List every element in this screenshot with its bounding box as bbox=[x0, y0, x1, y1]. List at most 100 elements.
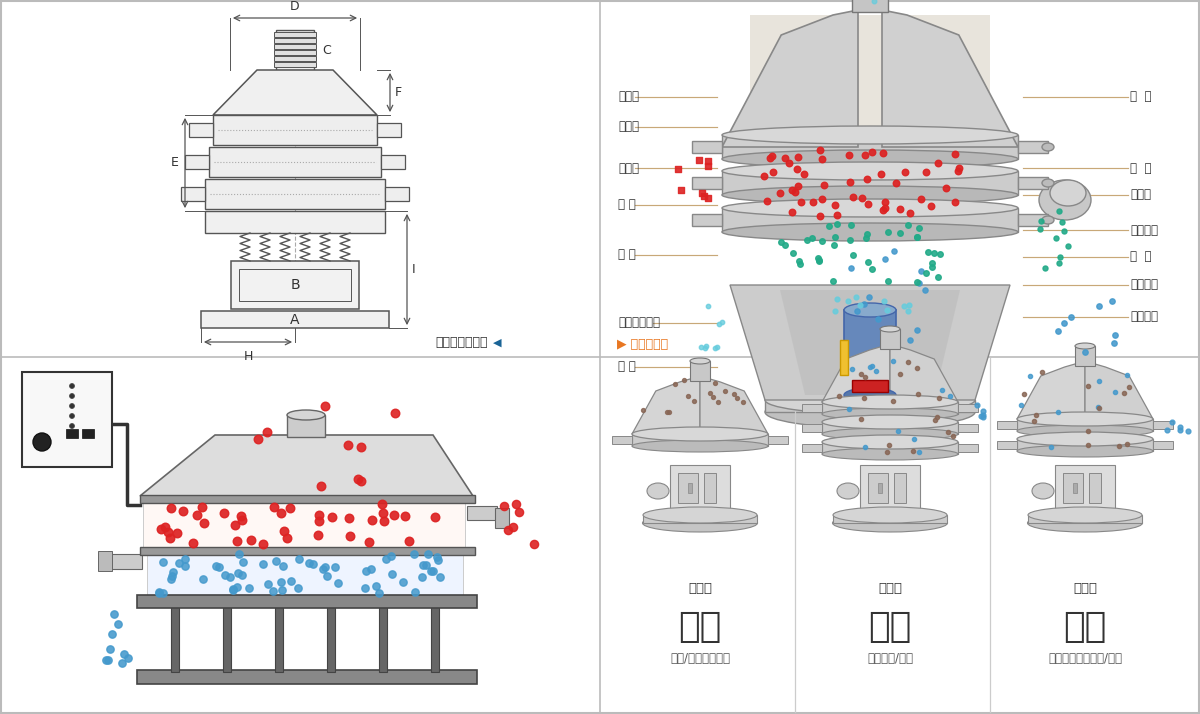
Point bbox=[907, 231, 926, 243]
Point bbox=[104, 608, 124, 620]
Point bbox=[241, 534, 260, 545]
Bar bbox=[692, 214, 722, 226]
Point bbox=[865, 0, 884, 7]
Bar bbox=[844, 310, 896, 395]
Point bbox=[689, 154, 708, 166]
Ellipse shape bbox=[647, 483, 670, 499]
Bar bbox=[802, 424, 822, 432]
Ellipse shape bbox=[844, 303, 896, 317]
Point bbox=[325, 561, 344, 573]
Bar bbox=[143, 500, 466, 548]
Ellipse shape bbox=[822, 428, 958, 440]
Point bbox=[396, 511, 415, 522]
Bar bbox=[239, 269, 352, 301]
Point bbox=[878, 276, 898, 287]
Bar bbox=[98, 551, 112, 571]
Point bbox=[340, 531, 359, 542]
Point bbox=[910, 277, 929, 288]
Text: 上部重锤: 上部重锤 bbox=[1130, 223, 1158, 236]
Point bbox=[308, 529, 328, 540]
Point bbox=[406, 586, 425, 598]
Point bbox=[184, 538, 203, 549]
Point bbox=[193, 501, 212, 513]
Point bbox=[271, 507, 290, 518]
Bar bbox=[431, 605, 439, 672]
Point bbox=[193, 573, 212, 585]
Point bbox=[175, 560, 194, 572]
Point bbox=[890, 368, 910, 380]
Point bbox=[733, 397, 752, 408]
Point bbox=[1026, 409, 1045, 421]
Text: F: F bbox=[395, 86, 402, 99]
Point bbox=[779, 158, 798, 169]
Point bbox=[925, 247, 944, 258]
Point bbox=[701, 388, 720, 399]
Point bbox=[232, 569, 251, 580]
Bar bbox=[688, 483, 692, 493]
Bar bbox=[274, 62, 316, 67]
Point bbox=[890, 228, 910, 239]
Bar bbox=[894, 473, 906, 503]
Point bbox=[941, 391, 960, 402]
Circle shape bbox=[70, 413, 74, 418]
Point bbox=[851, 368, 870, 380]
Point bbox=[857, 173, 876, 184]
Polygon shape bbox=[730, 285, 1010, 400]
Point bbox=[854, 392, 874, 403]
Point bbox=[1015, 388, 1034, 400]
Point bbox=[102, 628, 121, 640]
Point bbox=[1055, 317, 1074, 328]
Polygon shape bbox=[722, 10, 858, 147]
Ellipse shape bbox=[833, 514, 948, 532]
Point bbox=[791, 196, 810, 207]
Point bbox=[863, 146, 882, 157]
Text: 下部重锤: 下部重锤 bbox=[1130, 311, 1158, 323]
Point bbox=[842, 363, 862, 375]
Bar bbox=[1018, 214, 1048, 226]
Point bbox=[226, 519, 245, 531]
Text: 去除液体中的颗粒/异物: 去除液体中的颗粒/异物 bbox=[1048, 652, 1122, 665]
Point bbox=[1052, 216, 1072, 228]
Point bbox=[1031, 223, 1050, 235]
Point bbox=[787, 163, 806, 174]
Point bbox=[788, 181, 808, 192]
Point bbox=[671, 184, 690, 196]
Point bbox=[809, 254, 828, 266]
Ellipse shape bbox=[766, 386, 974, 414]
Point bbox=[725, 388, 744, 400]
Point bbox=[150, 587, 169, 598]
Ellipse shape bbox=[1018, 432, 1153, 446]
Point bbox=[706, 342, 725, 353]
Point bbox=[428, 554, 448, 565]
Bar bbox=[958, 424, 978, 432]
Bar bbox=[181, 187, 205, 201]
Point bbox=[678, 391, 697, 402]
Bar bbox=[137, 595, 478, 608]
Point bbox=[316, 561, 335, 573]
Polygon shape bbox=[214, 70, 377, 115]
Point bbox=[290, 553, 310, 565]
Point bbox=[1075, 346, 1094, 358]
Bar bbox=[1075, 346, 1096, 366]
Bar bbox=[326, 605, 335, 672]
Bar bbox=[1018, 141, 1048, 153]
Text: 出料口: 出料口 bbox=[618, 161, 640, 174]
Point bbox=[414, 559, 433, 570]
Polygon shape bbox=[632, 379, 700, 434]
Bar bbox=[690, 361, 710, 381]
Point bbox=[839, 149, 858, 161]
Point bbox=[854, 298, 874, 310]
Point bbox=[228, 535, 247, 546]
Point bbox=[418, 548, 437, 560]
Bar bbox=[382, 155, 406, 169]
Text: 筛  网: 筛 网 bbox=[1130, 91, 1152, 104]
Point bbox=[841, 262, 860, 273]
Point bbox=[1104, 338, 1123, 349]
Point bbox=[782, 184, 802, 196]
Text: power: power bbox=[31, 418, 55, 426]
Ellipse shape bbox=[833, 507, 947, 523]
Text: 振动电机: 振动电机 bbox=[1130, 278, 1158, 291]
Point bbox=[820, 221, 839, 232]
Bar bbox=[868, 473, 888, 503]
Bar bbox=[185, 155, 209, 169]
